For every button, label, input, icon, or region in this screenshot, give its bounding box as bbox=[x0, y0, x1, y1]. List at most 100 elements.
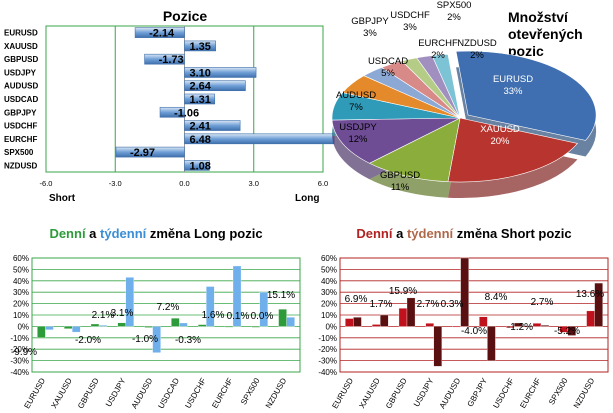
tick-label: 10% bbox=[321, 311, 337, 320]
data-label: 7.2% bbox=[157, 302, 180, 313]
tick-label: 60% bbox=[321, 254, 337, 263]
column-bar bbox=[345, 318, 354, 327]
tick-label: -40% bbox=[10, 368, 29, 377]
data-label: 6.9% bbox=[345, 294, 368, 305]
column-bar bbox=[125, 277, 134, 327]
chart-title: otevřených bbox=[508, 26, 583, 42]
slice-percent: 2% bbox=[447, 12, 461, 23]
category-label: EURUSD bbox=[330, 376, 355, 410]
data-label: 15.1% bbox=[267, 290, 295, 301]
title-part: a bbox=[86, 226, 100, 241]
bar bbox=[184, 67, 257, 78]
tick-label: 0% bbox=[17, 322, 29, 331]
category-label: XAUUSD bbox=[357, 376, 382, 410]
data-label: 2.7% bbox=[531, 297, 554, 308]
column-bar bbox=[514, 322, 523, 327]
slice-percent: 2% bbox=[470, 50, 484, 61]
slice-label: USDJPY bbox=[339, 122, 377, 133]
pie-slice bbox=[331, 117, 461, 164]
column-bar bbox=[586, 310, 595, 327]
column-bar bbox=[506, 326, 515, 328]
title-part: a bbox=[392, 226, 406, 241]
data-label: 3.1% bbox=[111, 308, 134, 319]
column-bar bbox=[594, 282, 603, 327]
category-label: NZDUSD bbox=[572, 376, 597, 410]
category-label: USDCAD bbox=[156, 376, 181, 410]
tick-label: 40% bbox=[321, 277, 337, 286]
slice-percent: 11% bbox=[391, 182, 410, 193]
category-label: NZDUSD bbox=[4, 161, 38, 170]
chart-title: Denní a týdenní změna Long pozic bbox=[49, 226, 262, 241]
data-label: 0.1% bbox=[227, 311, 250, 322]
title-part: Denní bbox=[356, 226, 393, 241]
tick-label: 6.0 bbox=[318, 179, 328, 188]
tick-label: -30% bbox=[318, 357, 337, 366]
short-change-chart: Denní a týdenní změna Short pozic 60% 50% 4… bbox=[318, 226, 609, 410]
data-label: 1.6% bbox=[202, 310, 225, 321]
data-label: -4.0% bbox=[461, 326, 487, 337]
tick-label: -3.0 bbox=[109, 179, 122, 188]
category-label: USDCHF bbox=[183, 376, 208, 409]
chart-title: pozic bbox=[508, 43, 544, 59]
column-bar bbox=[353, 317, 362, 327]
pie-slice bbox=[431, 53, 461, 119]
data-label: 15.9% bbox=[389, 286, 417, 297]
tick-label: 60% bbox=[13, 254, 29, 263]
positions-chart: Pozice EURUSD -2.14 XAUUSD 1.35 GBPUSD -1.73 US… bbox=[4, 8, 335, 204]
column-bar bbox=[179, 322, 188, 327]
data-label: 6.48 bbox=[190, 134, 211, 146]
column-bar bbox=[144, 326, 153, 328]
column-bar bbox=[64, 326, 73, 329]
pie-slice bbox=[455, 50, 597, 141]
data-label: -1.73 bbox=[159, 54, 184, 66]
data-label: -0.3% bbox=[175, 335, 201, 346]
data-label: 1.31 bbox=[190, 94, 211, 106]
data-label: -2.97 bbox=[130, 147, 155, 159]
tick-label: 50% bbox=[13, 265, 29, 274]
tick-label: 30% bbox=[321, 288, 337, 297]
column-bar bbox=[232, 265, 242, 327]
slice-label: USDCAD bbox=[368, 56, 408, 67]
column-bar bbox=[452, 325, 461, 328]
data-label: 13.6% bbox=[576, 289, 604, 300]
tick-label: 0.0 bbox=[179, 179, 189, 188]
tick-label: -30% bbox=[10, 357, 29, 366]
category-label: AUDUSD bbox=[130, 376, 155, 410]
slice-percent: 12% bbox=[348, 134, 368, 145]
column-bar bbox=[90, 323, 100, 327]
category-label: GBPUSD bbox=[76, 376, 101, 410]
slice-label: EURUSD bbox=[493, 74, 533, 85]
chart-title: Denní a týdenní změna Short pozic bbox=[356, 226, 571, 241]
bar bbox=[184, 40, 216, 52]
category-label: AUDUSD bbox=[438, 376, 463, 410]
bar bbox=[134, 27, 185, 38]
column-bar bbox=[567, 326, 576, 336]
tick-label: 20% bbox=[13, 300, 29, 309]
column-bar bbox=[117, 322, 126, 327]
tick-label: -10% bbox=[318, 334, 337, 343]
column-bar bbox=[45, 326, 54, 330]
slice-label: SPX500 bbox=[437, 0, 472, 11]
data-label: 2.1% bbox=[92, 310, 115, 321]
column-bar bbox=[425, 323, 434, 327]
title-part: týdenní bbox=[100, 226, 147, 241]
category-label: SPX500 bbox=[547, 376, 570, 406]
data-label: 2.41 bbox=[190, 121, 211, 133]
category-label: USDJPY bbox=[4, 68, 37, 77]
data-label: -1.06 bbox=[174, 107, 199, 119]
category-label: EURUSD bbox=[22, 376, 47, 410]
category-label: USDJPY bbox=[412, 376, 436, 408]
column-bar bbox=[540, 325, 550, 327]
tick-label: 3.0 bbox=[249, 179, 259, 188]
column-bar bbox=[487, 326, 496, 361]
data-label: 3.10 bbox=[190, 67, 211, 79]
category-label: NZDUSD bbox=[264, 376, 289, 410]
slice-percent: 7% bbox=[349, 102, 363, 113]
data-label: 2.64 bbox=[190, 81, 212, 93]
slice-percent: 2% bbox=[431, 50, 445, 61]
data-label: -1.0% bbox=[132, 334, 158, 345]
tick-label: -40% bbox=[318, 368, 337, 377]
category-label: SPX500 bbox=[239, 376, 262, 406]
